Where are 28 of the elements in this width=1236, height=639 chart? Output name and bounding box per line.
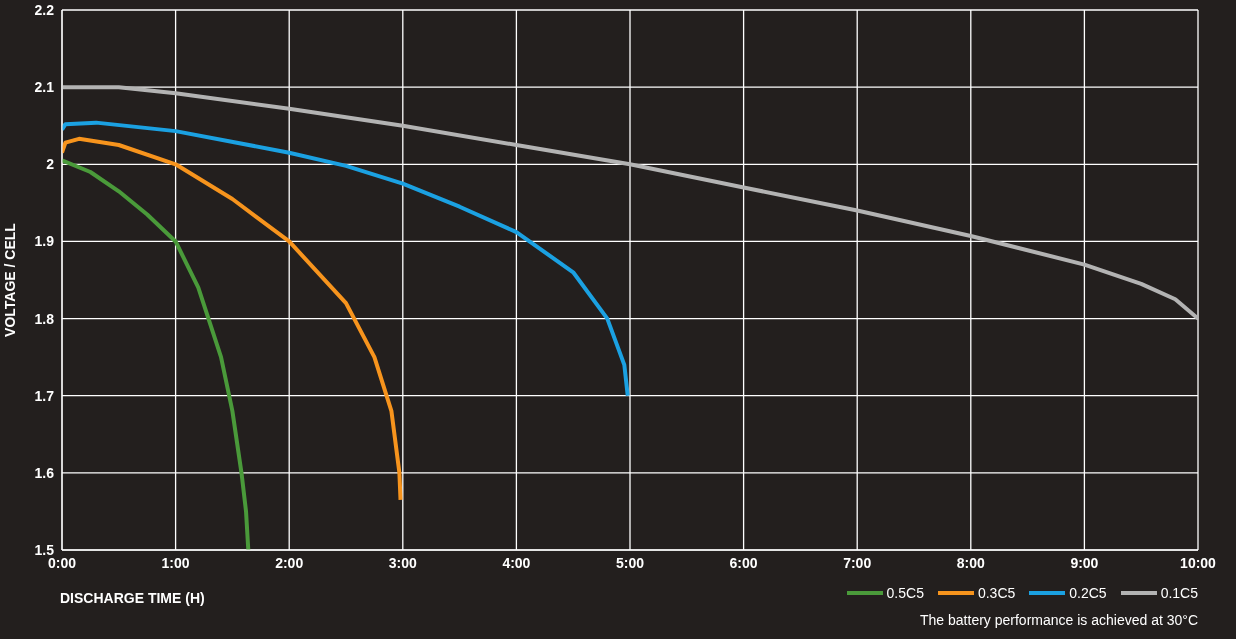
y-tick-label: 1.6	[34, 464, 55, 481]
x-tick-label: 7:00	[843, 554, 872, 571]
y-tick-label: 2	[46, 156, 55, 173]
line-series	[62, 158, 251, 550]
legend-label: 0.1C5	[1159, 585, 1198, 601]
x-tick-label: 3:00	[388, 554, 418, 571]
x-tick-label: 2:00	[275, 554, 304, 571]
legend-label: 0.2C5	[1068, 585, 1107, 601]
x-tick-label: 4:00	[502, 554, 531, 571]
line-series	[62, 136, 403, 502]
legend-label: 0.5C5	[885, 585, 924, 601]
line-series	[62, 85, 1198, 321]
y-tick-label: 2.2	[34, 1, 55, 18]
x-tick-label: 10:00	[1180, 554, 1217, 571]
y-tick-label: 2.1	[34, 79, 55, 96]
x-tick-label: 9:00	[1070, 554, 1099, 571]
y-tick-label: 1.8	[34, 310, 55, 327]
x-tick-label: 1:00	[161, 554, 190, 571]
x-tick-label: 6:00	[729, 554, 758, 571]
legend-label: 0.3C5	[976, 585, 1016, 601]
y-tick-label: 1.7	[34, 387, 55, 404]
text: The battery performance is achieved at 30°C	[920, 612, 1198, 628]
y-tick-label: 1.9	[34, 233, 55, 250]
x-axis-title: DISCHARGE TIME (H)	[60, 590, 205, 606]
y-axis-title: VOLTAGE / CELL	[1, 222, 18, 337]
line-series	[62, 120, 630, 398]
x-tick-label: 8:00	[956, 554, 986, 571]
x-tick-label: 5:00	[615, 554, 645, 571]
